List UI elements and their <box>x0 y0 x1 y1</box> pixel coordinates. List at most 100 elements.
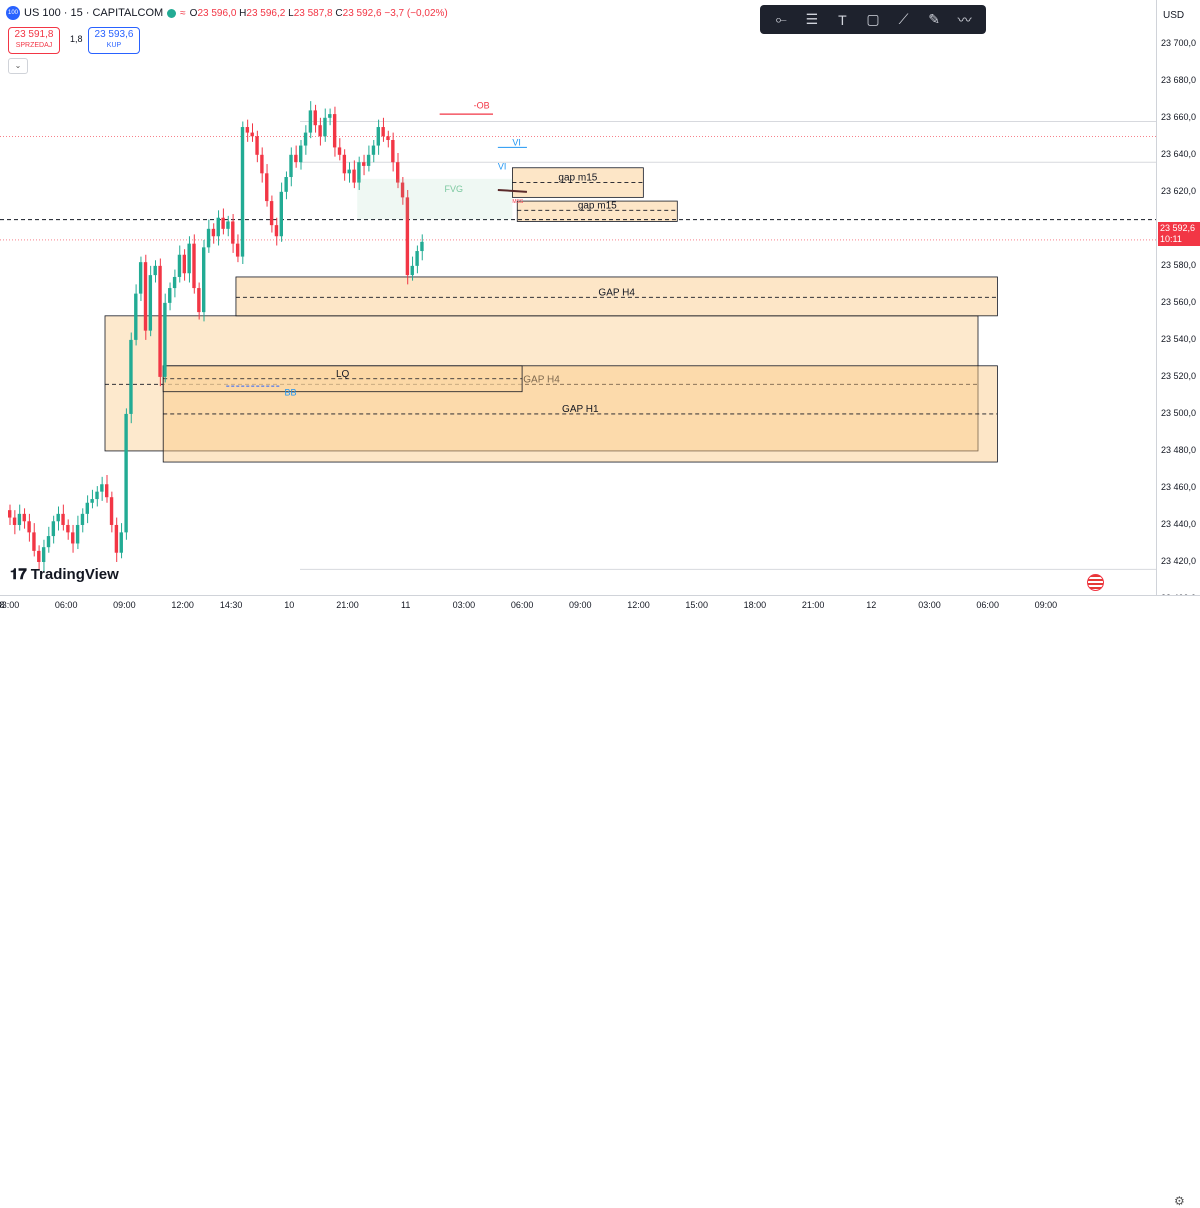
price-tick-label: 23 500,0 <box>1161 407 1197 418</box>
time-tick-label: 06:00 <box>510 600 534 610</box>
candle-body <box>381 127 385 137</box>
candle-body <box>328 114 332 118</box>
candle-body <box>192 243 196 289</box>
time-tick-label: 06:00 <box>976 600 999 610</box>
candle-body <box>22 513 26 522</box>
candle-body <box>400 182 405 198</box>
candle-body <box>182 254 186 274</box>
candle-body <box>265 173 269 202</box>
candle-body <box>284 177 288 192</box>
candlestick-chart[interactable]: GAP H4 GAP H4 GAP H1 LQ gap m15 gap m15 -OB VI V… <box>0 0 1156 595</box>
tradingview-logo[interactable]: 𝟏𝟕 TradingView <box>10 566 119 583</box>
candle-body <box>313 110 317 126</box>
candle-body <box>143 262 148 331</box>
candle-body <box>396 162 400 183</box>
time-tick-label: 11 <box>401 600 411 610</box>
sell-label: SPRZEDAJ <box>15 42 53 49</box>
candle-body <box>289 154 293 178</box>
candle-body <box>105 484 109 498</box>
wave-icon[interactable]: ≈ <box>180 7 186 19</box>
zone-box <box>235 276 998 317</box>
price-tick-label: 23 700,0 <box>1161 37 1197 48</box>
time-tick-label: 09:00 <box>1034 600 1058 610</box>
brush-icon[interactable]: ✎ <box>928 11 940 27</box>
candle-body <box>27 521 31 533</box>
pattern-icon[interactable]: 〰 <box>957 11 972 28</box>
candle-body <box>410 265 414 276</box>
symbol-legend: 100 US 100 · 15 · CAPITALCOM ≈ O23 596,0… <box>6 6 448 20</box>
candle-body <box>163 302 167 377</box>
candle-body <box>80 513 85 525</box>
symbol-logo-icon: 100 <box>6 6 20 20</box>
time-tick-label: 15:00 <box>685 600 708 610</box>
fib-lines-icon[interactable]: ☰ <box>805 11 819 27</box>
candle-body <box>347 169 351 174</box>
candle-body <box>100 484 104 492</box>
time-tick-label: 21:00 <box>801 600 825 610</box>
candle-body <box>274 225 279 237</box>
symbol-title[interactable]: US 100 · 15 · CAPITALCOM <box>24 7 164 19</box>
candle-body <box>148 275 153 331</box>
current-price-value: 23 592,6 <box>1160 223 1196 233</box>
candle-body <box>12 517 17 525</box>
annotation-label: VI <box>512 138 521 148</box>
annotation-label: MSS <box>512 199 524 205</box>
spread-value: 1,8 <box>70 34 83 44</box>
price-tick-label: 23 520,0 <box>1161 370 1197 381</box>
mss-line <box>497 188 528 193</box>
buy-label: KUP <box>106 42 122 49</box>
candle-body <box>318 125 322 137</box>
chart-plot-area[interactable]: GAP H4 GAP H4 GAP H1 LQ gap m15 gap m15 -OB VI V… <box>0 0 1156 595</box>
candle-body <box>294 154 298 163</box>
time-tick-label: 21:00 <box>336 600 359 610</box>
candle-body <box>46 536 51 548</box>
annotation-label: VI <box>498 162 507 172</box>
buy-button[interactable]: 23 593,6 KUP <box>88 27 140 54</box>
price-tick-label: 23 420,0 <box>1161 555 1197 566</box>
sell-button[interactable]: 23 591,8 SPRZEDAJ <box>8 27 60 54</box>
price-axis[interactable]: USD 23 700,0 23 680,0 23 660,0 23 640,0 23 6… <box>1156 0 1200 603</box>
price-tick-label: 23 640,0 <box>1161 148 1197 159</box>
collapse-legend-button[interactable]: ⌄ <box>8 58 28 74</box>
settings-gear-icon[interactable]: ⚙ <box>1174 1194 1185 1208</box>
candle-body <box>158 265 162 377</box>
time-tick-label: 8 <box>0 600 5 610</box>
candle-body <box>206 228 211 248</box>
tv-logo-text: TradingView <box>30 566 119 583</box>
currency-label: USD <box>1163 10 1185 21</box>
time-tick-label: 12:00 <box>171 600 194 610</box>
candle-body <box>255 136 259 155</box>
time-tick-label: 06:00 <box>54 600 78 610</box>
candle-body <box>415 251 419 266</box>
candle-body <box>134 293 138 340</box>
time-tick-label: 12:00 <box>627 600 650 610</box>
market-status-icon[interactable] <box>167 8 177 18</box>
time-tick-label: 09:00 <box>569 600 592 610</box>
candle-body <box>95 491 99 500</box>
candle-body <box>124 413 128 533</box>
text-icon[interactable]: T <box>838 11 847 28</box>
candle-body <box>332 114 337 148</box>
candle-body <box>250 132 254 137</box>
time-tick-label: 09:00 <box>113 600 136 610</box>
price-tick-label: 23 580,0 <box>1161 259 1197 270</box>
zone-label: GAP H1 <box>562 404 599 415</box>
candle-body <box>308 110 313 133</box>
candle-body <box>32 532 36 551</box>
candle-body <box>216 217 220 237</box>
horizontal-ray-icon[interactable]: ⟜ <box>775 11 787 27</box>
candle-body <box>342 154 347 174</box>
candle-body <box>269 201 274 226</box>
candle-body <box>138 262 143 294</box>
trend-line-icon[interactable]: ⟋ <box>898 11 909 27</box>
candle-body <box>226 221 230 229</box>
candle-body <box>211 228 216 237</box>
time-axis[interactable]: 803:0006:0009:0012:0014:301021:001103:00… <box>0 595 1200 1208</box>
candle-body <box>153 265 157 276</box>
ohlc-values: O23 596,0 H23 596,2 L23 587,8 C23 592,6 … <box>189 7 448 19</box>
annotation-label: FVG <box>445 184 464 194</box>
candle-body <box>405 197 410 276</box>
candle-body <box>240 127 245 257</box>
rectangle-icon[interactable]: ▢ <box>866 11 880 27</box>
us-flag-icon[interactable] <box>1087 574 1104 591</box>
